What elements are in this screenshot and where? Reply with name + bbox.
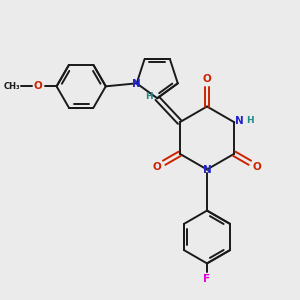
Text: O: O: [153, 162, 161, 172]
Text: O: O: [253, 162, 261, 172]
Text: N: N: [202, 165, 211, 176]
Text: H: H: [246, 116, 254, 125]
Text: CH₃: CH₃: [3, 82, 20, 91]
Text: N: N: [132, 79, 141, 89]
Text: N: N: [235, 116, 244, 126]
Text: O: O: [34, 81, 42, 91]
Text: O: O: [202, 74, 211, 85]
Text: F: F: [203, 274, 211, 284]
Text: H: H: [145, 92, 153, 101]
